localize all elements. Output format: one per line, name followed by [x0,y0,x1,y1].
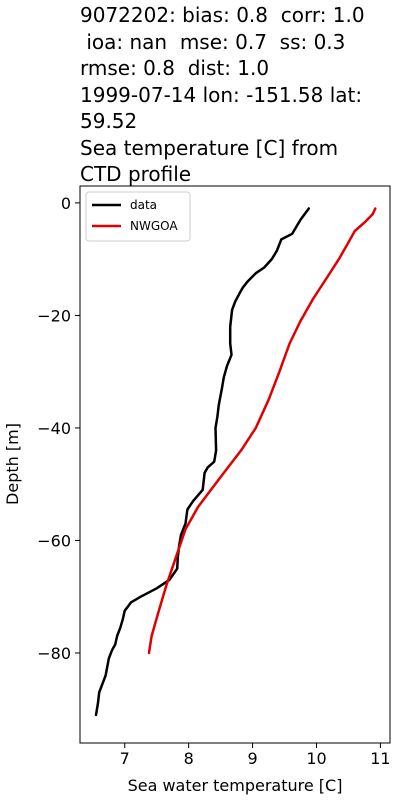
series-line-data [94,207,311,717]
title-line: Sea temperature [C] from [80,135,339,160]
title-line: 1999-07-14 lon: -151.58 lat: [80,82,363,107]
title-line: CTD profile [80,162,192,186]
title-line: 9072202: bias: 0.8 corr: 1.0 [80,3,365,27]
legend-label-nwgoa: NWGOA [130,219,178,233]
y-tick-label: 0 [61,194,71,213]
y-axis: 0 −20 −40 −60 −80 [37,194,80,663]
series-layer [94,207,377,717]
legend-label-data: data [130,198,157,212]
chart-title: 9072202: bias: 0.8 corr: 1.0 ioa: nan ms… [80,2,398,188]
title-line: rmse: 0.8 dist: 1.0 [80,56,270,80]
y-axis-label: Depth [m] [3,423,22,505]
title-line: ioa: nan mse: 0.7 ss: 0.3 [80,29,346,54]
x-axis: 7 8 9 10 11 [120,743,391,768]
series-line-nwgoa [147,207,377,655]
legend: data NWGOA [85,191,191,242]
x-tick-label: 7 [120,749,130,768]
title-line: 59.52 [80,109,138,133]
x-tick-label: 11 [370,749,390,768]
y-tick-label: −80 [37,644,71,663]
x-tick-label: 10 [306,749,326,768]
y-tick-label: −60 [37,531,71,550]
y-tick-label: −20 [37,306,71,325]
x-tick-label: 9 [247,749,257,768]
y-tick-label: −40 [37,419,71,438]
x-axis-label: Sea water temperature [C] [128,776,343,795]
plot-frame [79,185,391,744]
x-tick-label: 8 [184,749,194,768]
